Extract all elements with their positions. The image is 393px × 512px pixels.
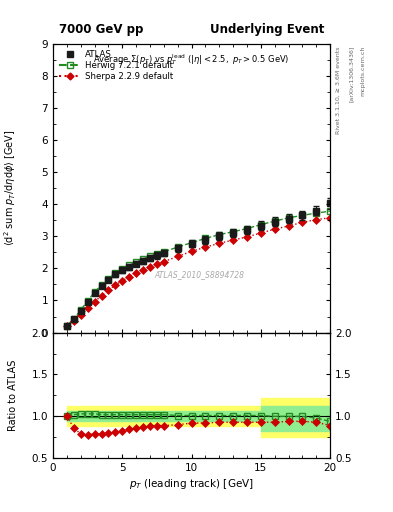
Text: ATLAS_2010_S8894728: ATLAS_2010_S8894728 xyxy=(155,270,245,279)
Y-axis label: Ratio to ATLAS: Ratio to ATLAS xyxy=(8,360,18,431)
X-axis label: $p_T$ (leading track) [GeV]: $p_T$ (leading track) [GeV] xyxy=(129,477,254,492)
Text: Average $\Sigma(p_T)$ vs $p_T^{\mathrm{lead}}$ ($|\eta| < 2.5,\ p_T > 0.5$ GeV): Average $\Sigma(p_T)$ vs $p_T^{\mathrm{l… xyxy=(93,52,290,67)
Text: [arXiv:1306.3436]: [arXiv:1306.3436] xyxy=(349,46,354,102)
Text: Rivet 3.1.10, ≥ 3.6M events: Rivet 3.1.10, ≥ 3.6M events xyxy=(336,46,341,134)
Text: Underlying Event: Underlying Event xyxy=(210,23,325,36)
Y-axis label: $\langle$d$^2$ sum $p_T$/d$\eta$d$\phi\rangle$ [GeV]: $\langle$d$^2$ sum $p_T$/d$\eta$d$\phi\r… xyxy=(3,130,18,246)
Text: mcplots.cern.ch: mcplots.cern.ch xyxy=(360,46,365,96)
Legend: ATLAS, Herwig 7.2.1 default, Sherpa 2.2.9 default: ATLAS, Herwig 7.2.1 default, Sherpa 2.2.… xyxy=(57,48,175,82)
Text: 7000 GeV pp: 7000 GeV pp xyxy=(59,23,143,36)
